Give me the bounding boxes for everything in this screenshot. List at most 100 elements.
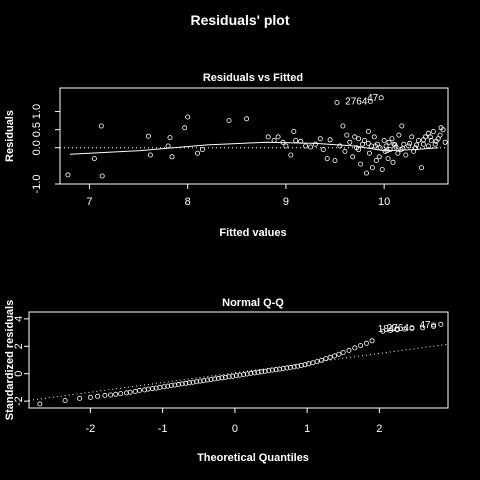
data-point (414, 142, 420, 148)
data-point (175, 381, 181, 387)
data-point (320, 147, 326, 153)
data-point (442, 139, 448, 145)
data-point (369, 338, 375, 344)
data-point (293, 137, 299, 143)
data-point (288, 152, 294, 158)
data-point (389, 136, 395, 142)
y-tick-label: -2 (13, 396, 25, 406)
data-point (283, 143, 289, 149)
panel2-x-axis-label: Theoretical Quantiles (197, 452, 309, 464)
data-point (262, 368, 268, 374)
data-point (237, 372, 243, 378)
data-point (77, 395, 83, 401)
data-point (372, 143, 378, 149)
data-point (384, 148, 390, 154)
data-point (124, 390, 130, 396)
data-point (215, 375, 221, 381)
data-point (291, 128, 297, 134)
data-point (433, 138, 439, 144)
data-point (102, 392, 108, 398)
data-point (95, 393, 101, 399)
panel1-x-axis-label: Fitted values (219, 227, 286, 239)
data-point (359, 141, 365, 147)
data-point (358, 161, 364, 167)
data-point (420, 325, 426, 331)
y-tick-label: -1.0 (31, 175, 43, 194)
data-point (352, 134, 358, 140)
data-point (363, 170, 369, 176)
y-tick-label: 1.0 (31, 104, 43, 119)
data-point (418, 165, 424, 171)
data-point (431, 323, 437, 329)
data-point (365, 128, 371, 134)
data-point (347, 139, 353, 145)
data-point (365, 140, 371, 146)
data-point (161, 384, 167, 390)
data-point (169, 154, 175, 160)
data-point (386, 139, 392, 145)
data-point (381, 137, 387, 143)
data-point (127, 389, 133, 395)
data-point (145, 133, 151, 139)
data-point (98, 123, 104, 129)
data-point (269, 367, 275, 373)
data-point (244, 116, 250, 122)
x-tick-label: 1 (304, 423, 310, 435)
data-point (314, 359, 320, 365)
data-point (356, 147, 362, 153)
outlier-label: 184 (378, 324, 395, 335)
data-point (336, 351, 342, 357)
x-tick-label: -1 (158, 423, 168, 435)
data-point (201, 378, 207, 384)
panel1-frame (59, 87, 449, 185)
data-point (390, 159, 396, 165)
data-point (371, 134, 377, 140)
data-point (327, 137, 333, 143)
data-point (409, 134, 415, 140)
panel2-frame (28, 311, 449, 409)
x-tick-label: 9 (283, 196, 289, 208)
data-point (241, 371, 247, 377)
data-point (271, 137, 277, 143)
data-point (208, 376, 214, 382)
data-point (387, 327, 393, 333)
x-tick-label: 0 (232, 423, 238, 435)
panel1-y-axis-label: Residuals (4, 110, 16, 162)
outlier-label: 47 (367, 93, 379, 104)
data-point (185, 114, 191, 120)
data-point (266, 368, 272, 374)
data-point (199, 147, 205, 153)
data-point (307, 144, 313, 150)
outlier-label: 47 (419, 320, 431, 331)
data-point (403, 152, 409, 158)
data-point (233, 373, 239, 379)
data-point (251, 370, 257, 376)
data-point (226, 374, 232, 380)
data-point (118, 391, 124, 397)
data-point (291, 364, 297, 370)
data-point (383, 143, 389, 149)
data-point (438, 321, 444, 327)
data-point (91, 156, 97, 162)
data-point (420, 137, 426, 143)
data-point (319, 357, 325, 363)
outlier-label: 2764 (345, 96, 368, 107)
data-point (212, 376, 218, 382)
x-tick-label: 8 (185, 196, 191, 208)
y-tick-label: 0 (13, 371, 25, 377)
data-point (248, 370, 254, 376)
data-point (153, 385, 159, 391)
outlier-point (409, 325, 415, 331)
y-tick-label: 0.5 (31, 122, 43, 137)
panel1-title: Residuals vs Fitted (203, 72, 303, 84)
data-point (427, 134, 433, 140)
data-point (259, 369, 265, 375)
data-point (395, 150, 401, 156)
panel2-y-axis-label: Standardized residuals (4, 300, 16, 420)
data-point (277, 366, 283, 372)
data-point (337, 143, 343, 149)
outlier-point (431, 322, 437, 328)
data-point (172, 382, 178, 388)
